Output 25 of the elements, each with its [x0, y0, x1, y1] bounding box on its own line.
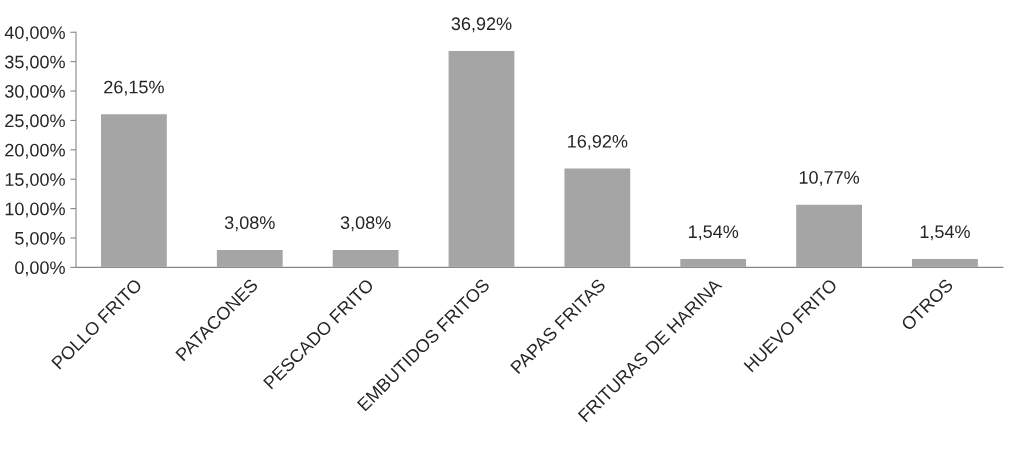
bar [99, 112, 169, 268]
bar [215, 248, 285, 268]
data-label: 3,08% [224, 216, 275, 232]
y-tick-label: 15,00% [5, 173, 65, 189]
data-label: 10,77% [799, 171, 860, 186]
data-label: 1,54% [689, 225, 739, 241]
bar [910, 257, 980, 268]
y-tick-label: 40,00% [4, 26, 65, 42]
bar [794, 203, 864, 268]
bar [678, 257, 748, 268]
data-label: 36,92% [451, 17, 512, 33]
y-tick-label: 5,00% [15, 231, 65, 247]
y-tick-label: 20,00% [5, 143, 65, 159]
data-label: 26,15% [104, 80, 164, 96]
bar [447, 49, 516, 268]
data-label: 16,92% [568, 134, 628, 150]
data-label: 3,08% [340, 216, 391, 232]
bar [563, 167, 632, 268]
y-tick-label: 35,00% [5, 55, 65, 71]
y-tick-label: 10,00% [5, 202, 65, 218]
y-tick-label: 25,00% [5, 114, 65, 130]
bar [331, 248, 400, 268]
data-label: 1,54% [920, 225, 970, 241]
y-tick-label: 0,00% [15, 261, 65, 277]
y-tick-label: 30,00% [5, 84, 65, 100]
